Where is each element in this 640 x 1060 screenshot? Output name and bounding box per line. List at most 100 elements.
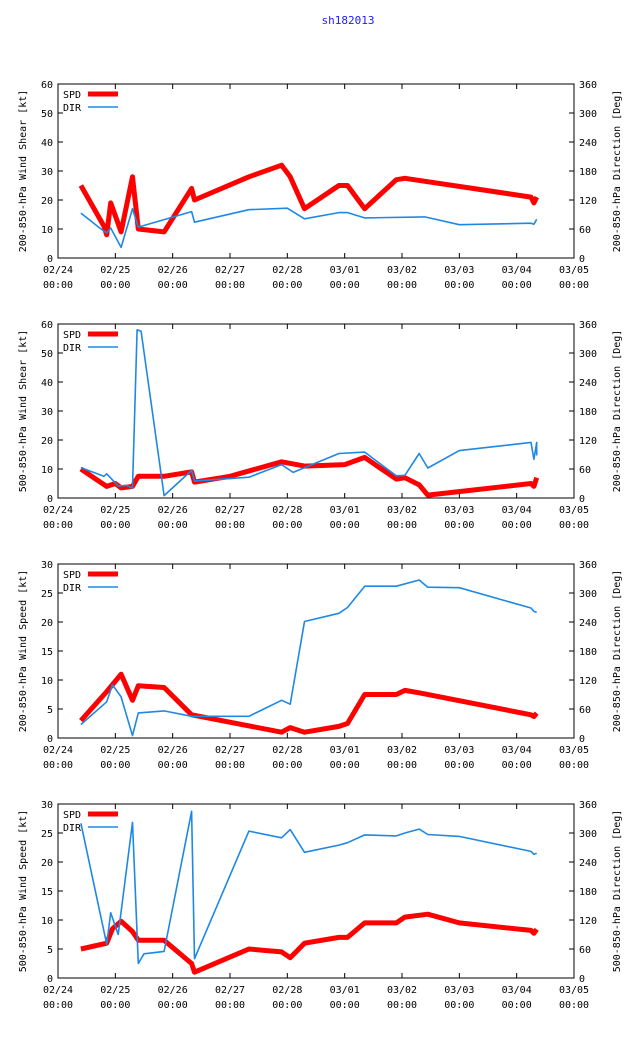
x-tick-label-time: 00:00 xyxy=(43,1000,73,1011)
chart-panel-speed-200-850: 05101520253006012018024030036002/2400:00… xyxy=(18,560,623,771)
x-tick-label-time: 00:00 xyxy=(158,520,188,531)
x-tick-label-time: 00:00 xyxy=(387,1000,417,1011)
y-tick-label: 40 xyxy=(41,378,53,389)
x-tick-label-time: 00:00 xyxy=(444,760,474,771)
x-tick-label-time: 00:00 xyxy=(43,760,73,771)
y2-tick-label: 240 xyxy=(579,378,597,389)
y-tick-label: 20 xyxy=(41,436,53,447)
x-tick-label-time: 00:00 xyxy=(100,520,130,531)
spd-series-line xyxy=(79,671,539,735)
x-tick-label-date: 02/25 xyxy=(100,265,130,276)
chart-panel-shear-500-850: 0 10 20 30 40 50 60 0 60 120 180 240 300 360 02/24 00:0… xyxy=(18,320,623,531)
y-tick-label: 40 xyxy=(41,138,53,149)
plot-frame xyxy=(57,83,575,259)
x-tick-label-time: 00:00 xyxy=(100,280,130,291)
legend-label-dir: DIR xyxy=(63,343,82,354)
y2-axis-label: 200-850-hPa Direction [Deg] xyxy=(612,330,623,493)
legend-label-spd: SPD xyxy=(63,330,81,341)
y-tick-label: 15 xyxy=(41,887,53,898)
x-tick-label-time: 00:00 xyxy=(215,280,245,291)
x-tick-label-time: 00:00 xyxy=(158,280,188,291)
chart-panel-speed-500-850: 05101520253006012018024030036002/2400:00… xyxy=(18,800,623,1011)
y-tick-label: 0 xyxy=(47,974,53,985)
legend-label-spd: SPD xyxy=(63,90,81,101)
y2-tick-label: 240 xyxy=(579,858,597,869)
spd-series-line xyxy=(80,911,539,975)
y2-tick-label: 0 xyxy=(579,974,585,985)
y-tick-label: 25 xyxy=(41,589,53,600)
x-tick-label-time: 00:00 xyxy=(559,1000,589,1011)
legend-label-spd: SPD xyxy=(63,810,81,821)
y2-axis-label: 200-850-hPa Direction [Deg] xyxy=(612,90,623,253)
x-tick-label-time: 00:00 xyxy=(387,520,417,531)
y-tick-label: 30 xyxy=(41,167,53,178)
x-tick-label-time: 00:00 xyxy=(559,280,589,291)
y2-tick-label: 0 xyxy=(579,494,585,505)
x-tick-label-date: 02/28 xyxy=(272,505,302,516)
y2-tick-label: 300 xyxy=(579,829,597,840)
x-tick-label-date: 02/28 xyxy=(272,985,302,996)
y-tick-label: 5 xyxy=(47,945,53,956)
y-tick-label: 50 xyxy=(41,349,53,360)
x-tick-label-time: 00:00 xyxy=(559,760,589,771)
x-tick-label-date: 03/02 xyxy=(387,745,417,756)
x-tick-label-date: 03/02 xyxy=(387,985,417,996)
y2-tick-label: 120 xyxy=(579,916,597,927)
y2-tick-label: 60 xyxy=(579,465,591,476)
x-tick-label-time: 00:00 xyxy=(444,280,474,291)
x-tick-label-date: 03/05 xyxy=(559,265,589,276)
x-tick-label-date: 03/05 xyxy=(559,505,589,516)
x-tick-label-date: 02/26 xyxy=(158,745,188,756)
dir-series-line xyxy=(80,207,538,249)
dir-series-line xyxy=(80,328,538,497)
x-tick-label-date: 02/28 xyxy=(272,745,302,756)
x-tick-label-date: 03/05 xyxy=(559,985,589,996)
y-tick-label: 25 xyxy=(41,829,53,840)
y2-tick-label: 300 xyxy=(579,109,597,120)
x-tick-label-time: 00:00 xyxy=(444,520,474,531)
y2-tick-label: 300 xyxy=(579,349,597,360)
x-tick-label-date: 03/03 xyxy=(444,985,474,996)
x-tick-label-time: 00:00 xyxy=(330,280,360,291)
x-tick-label-date: 03/04 xyxy=(502,505,532,516)
y2-tick-label: 60 xyxy=(579,705,591,716)
x-tick-label-date: 03/02 xyxy=(387,265,417,276)
y2-axis-label: 200-850-hPa Direction [Deg] xyxy=(612,570,623,733)
x-tick-label-time: 00:00 xyxy=(100,760,130,771)
x-tick-label-date: 03/03 xyxy=(444,505,474,516)
x-tick-label-date: 03/01 xyxy=(330,265,360,276)
y2-tick-label: 240 xyxy=(579,138,597,149)
plot-frame xyxy=(57,563,575,739)
x-tick-label-time: 00:00 xyxy=(444,1000,474,1011)
x-tick-label-date: 03/04 xyxy=(502,985,532,996)
y2-tick-label: 360 xyxy=(579,800,597,811)
x-tick-label-date: 02/24 xyxy=(43,265,73,276)
y-tick-label: 10 xyxy=(41,916,53,927)
x-tick-label-date: 03/05 xyxy=(559,745,589,756)
y-tick-label: 20 xyxy=(41,618,53,629)
y2-tick-label: 180 xyxy=(579,167,597,178)
x-tick-label-time: 00:00 xyxy=(502,520,532,531)
y-axis-label: 500-850-hPa Wind Shear [kt] xyxy=(18,330,29,493)
x-tick-label-time: 00:00 xyxy=(502,280,532,291)
x-tick-label-time: 00:00 xyxy=(272,1000,302,1011)
x-tick-label-time: 00:00 xyxy=(43,280,73,291)
y2-tick-label: 120 xyxy=(579,436,597,447)
y-axis-label: 500-850-hPa Wind Speed [kt] xyxy=(18,810,29,973)
y2-tick-label: 240 xyxy=(579,618,597,629)
legend-label-dir: DIR xyxy=(63,823,82,834)
y2-tick-label: 180 xyxy=(579,407,597,418)
y-axis-label: 200-850-hPa Wind Speed [kt] xyxy=(18,570,29,733)
y2-tick-label: 0 xyxy=(579,254,585,265)
x-tick-label-date: 03/03 xyxy=(444,745,474,756)
x-tick-label-time: 00:00 xyxy=(215,520,245,531)
x-tick-label-time: 00:00 xyxy=(43,520,73,531)
x-tick-label-time: 00:00 xyxy=(215,760,245,771)
x-tick-label-time: 00:00 xyxy=(502,1000,532,1011)
y2-tick-label: 60 xyxy=(579,945,591,956)
y2-tick-label: 180 xyxy=(579,647,597,658)
chart-panels: 010203040506006012018024030036002/2400:0… xyxy=(18,80,623,1011)
x-tick-label-time: 00:00 xyxy=(158,760,188,771)
x-tick-label-time: 00:00 xyxy=(100,1000,130,1011)
